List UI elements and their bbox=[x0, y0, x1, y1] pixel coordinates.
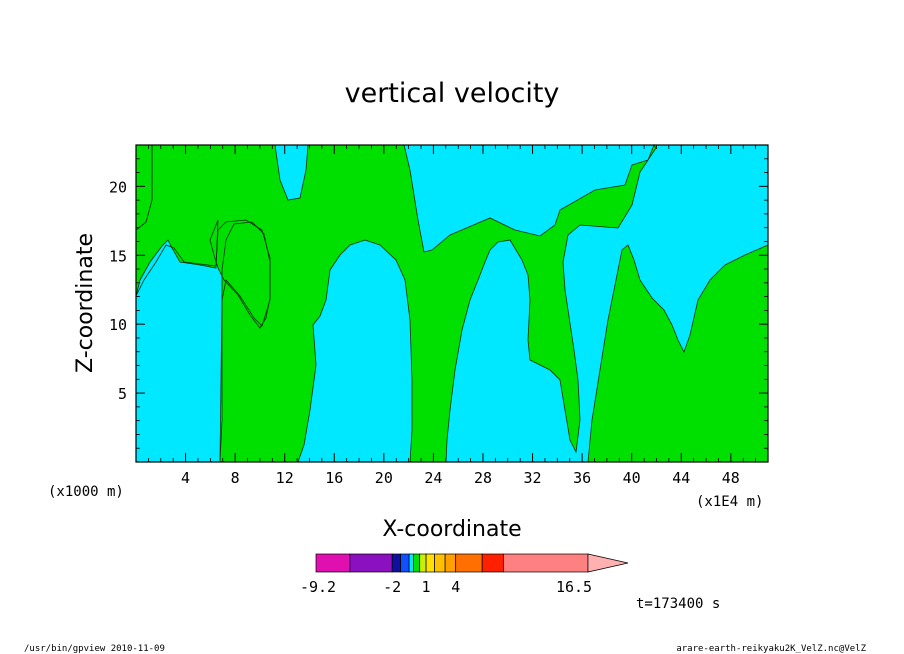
colorbar-segment bbox=[413, 553, 421, 573]
colorbar-label: 1 bbox=[422, 578, 431, 596]
x-tick-label: 8 bbox=[231, 469, 240, 487]
colorbar-segment bbox=[349, 553, 393, 573]
x-tick-label: 16 bbox=[325, 469, 343, 487]
y-tick-label: 10 bbox=[109, 316, 127, 334]
x-tick-label: 20 bbox=[375, 469, 393, 487]
colorbar-segment bbox=[408, 553, 414, 573]
colorbar bbox=[315, 553, 629, 573]
y-tick-label: 20 bbox=[109, 178, 127, 196]
time-label: t=173400 s bbox=[636, 596, 720, 612]
velocity-region-3 bbox=[587, 244, 769, 463]
x-scale-note: (x1E4 m) bbox=[696, 494, 763, 510]
y-axis-label: Z-coordinate bbox=[73, 233, 98, 373]
x-tick-label: 32 bbox=[524, 469, 542, 487]
colorbar-segment bbox=[391, 553, 402, 573]
colorbar-segment bbox=[455, 553, 483, 573]
colorbar-arrow bbox=[587, 553, 629, 573]
x-tick-label: 4 bbox=[181, 469, 190, 487]
x-tick-label: 24 bbox=[424, 469, 442, 487]
x-tick-label: 44 bbox=[672, 469, 690, 487]
velocity-region-1 bbox=[135, 144, 657, 463]
x-tick-labels: 4 8 12 16 20 24 28 32 36 40 44 48 bbox=[181, 469, 740, 487]
colorbar-segment bbox=[400, 553, 410, 573]
x-tick-label: 40 bbox=[623, 469, 641, 487]
colorbar-label: 4 bbox=[451, 578, 460, 596]
colorbar-label: 16.5 bbox=[556, 578, 592, 596]
chart-title: vertical velocity bbox=[345, 78, 560, 109]
footer-right: arare-earth-reikyaku2K_VelZ.nc@VelZ bbox=[676, 644, 866, 654]
tick-marks bbox=[136, 144, 768, 462]
colorbar-labels: -9.2 -2 1 4 16.5 bbox=[300, 578, 592, 596]
colorbar-label: -2 bbox=[383, 578, 401, 596]
y-tick-label: 15 bbox=[109, 247, 127, 265]
colorbar-segment bbox=[444, 553, 457, 573]
x-tick-label: 48 bbox=[722, 469, 740, 487]
x-axis-label: X-coordinate bbox=[382, 517, 521, 542]
x-tick-label: 28 bbox=[474, 469, 492, 487]
x-tick-label: 12 bbox=[276, 469, 294, 487]
colorbar-segment bbox=[481, 553, 504, 573]
y-tick-labels: 5 10 15 20 bbox=[109, 178, 127, 403]
y-scale-note: (x1000 m) bbox=[48, 484, 124, 500]
y-tick-label: 5 bbox=[118, 385, 127, 403]
colorbar-segment bbox=[419, 553, 427, 573]
colorbar-segment bbox=[502, 553, 589, 573]
colorbar-label: -9.2 bbox=[300, 578, 336, 596]
x-tick-label: 36 bbox=[573, 469, 591, 487]
plot-frame bbox=[135, 144, 769, 463]
colorbar-segment bbox=[434, 553, 446, 573]
plot-area bbox=[135, 144, 769, 463]
colorbar-segment bbox=[425, 553, 435, 573]
velocity-region-2 bbox=[135, 219, 271, 463]
colorbar-segment bbox=[315, 553, 351, 573]
footer-left: /usr/bin/gpview 2010-11-09 bbox=[24, 644, 165, 654]
